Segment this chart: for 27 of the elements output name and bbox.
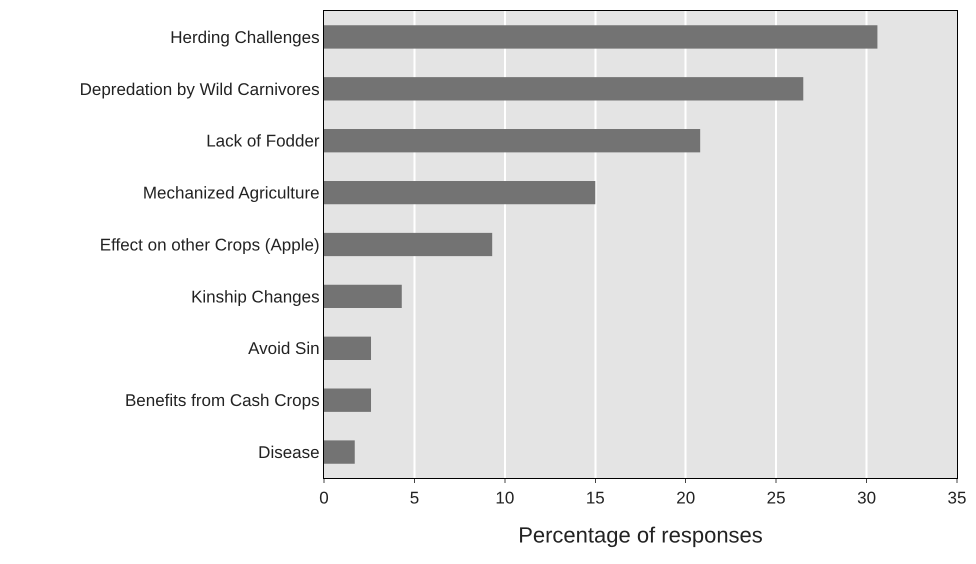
x-tick-label: 35	[948, 488, 966, 508]
x-tick-label: 5	[410, 488, 420, 508]
bar	[324, 284, 402, 308]
x-axis-title: Percentage of responses	[518, 522, 763, 548]
y-tick-label: Herding Challenges	[170, 28, 320, 47]
x-tick-label: 0	[319, 488, 329, 508]
x-tick-label: 15	[586, 488, 605, 508]
y-tick-label: Effect on other Crops (Apple)	[100, 235, 320, 254]
y-tick-label: Depredation by Wild Carnivores	[80, 80, 320, 99]
bar	[324, 129, 700, 152]
x-tick-label: 30	[857, 488, 876, 508]
x-tick-label: 10	[495, 488, 514, 508]
y-tick-label: Kinship Changes	[191, 287, 320, 306]
x-tick-label: 25	[766, 488, 786, 508]
bar	[324, 388, 372, 412]
y-tick-label: Mechanized Agriculture	[142, 184, 320, 203]
y-tick-label: Disease	[258, 443, 320, 462]
y-tick-label: Lack of Fodder	[206, 132, 320, 151]
bar	[324, 77, 804, 101]
bar	[324, 336, 372, 360]
x-tick-label: 20	[676, 488, 696, 508]
bar	[324, 440, 355, 464]
bar	[324, 180, 596, 204]
y-tick-label: Avoid Sin	[248, 339, 320, 358]
bar	[324, 232, 492, 256]
bar	[324, 25, 878, 49]
y-tick-label: Benefits from Cash Crops	[124, 391, 320, 410]
